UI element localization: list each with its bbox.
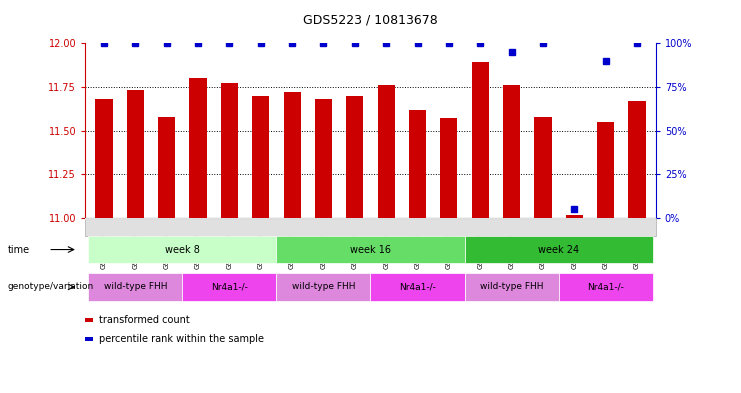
Text: genotype/variation: genotype/variation (7, 283, 93, 291)
Bar (378, 85, 395, 218)
Text: wild-type FHH: wild-type FHH (104, 283, 167, 291)
Text: wild-type FHH: wild-type FHH (480, 283, 543, 291)
Bar (315, 99, 332, 218)
Text: week 16: week 16 (350, 244, 391, 255)
Bar (96, 99, 113, 218)
Bar (628, 101, 645, 218)
Bar (127, 90, 144, 218)
Bar (534, 117, 551, 218)
Text: wild-type FHH: wild-type FHH (292, 283, 355, 291)
Bar (471, 62, 489, 218)
Bar (503, 85, 520, 218)
Bar (284, 92, 301, 218)
Text: transformed count: transformed count (99, 315, 189, 325)
Text: GDS5223 / 10813678: GDS5223 / 10813678 (303, 14, 438, 27)
Bar (190, 78, 207, 218)
Text: Nr4a1-/-: Nr4a1-/- (399, 283, 436, 291)
Bar (346, 96, 363, 218)
Text: Nr4a1-/-: Nr4a1-/- (211, 283, 247, 291)
Bar (409, 110, 426, 218)
Bar (597, 122, 614, 218)
Text: Nr4a1-/-: Nr4a1-/- (587, 283, 624, 291)
Text: week 24: week 24 (538, 244, 579, 255)
Text: percentile rank within the sample: percentile rank within the sample (99, 334, 264, 344)
Bar (158, 117, 176, 218)
Text: time: time (7, 244, 30, 255)
Bar (221, 83, 238, 218)
Text: week 8: week 8 (165, 244, 200, 255)
Bar (440, 118, 457, 218)
Bar (565, 215, 583, 218)
Bar (252, 96, 270, 218)
